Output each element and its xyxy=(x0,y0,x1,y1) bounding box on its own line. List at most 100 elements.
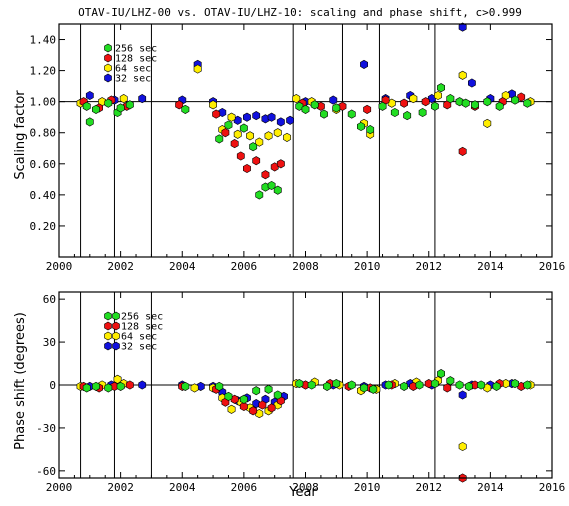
scaling-point-128-sec xyxy=(517,92,526,102)
scaling-point-64-sec xyxy=(409,94,418,104)
phase-point-256-sec xyxy=(224,391,233,401)
scaling-point-256-sec xyxy=(82,101,91,111)
scaling-legend-label-128-sec: 128 sec xyxy=(115,54,157,65)
scaling-point-256-sec xyxy=(320,109,328,119)
scaling-point-128-sec xyxy=(243,163,251,174)
scaling-legend-label-256-sec: 256 sec xyxy=(115,44,157,55)
phase-point-256-sec xyxy=(437,369,446,379)
scaling-point-256-sec xyxy=(125,100,134,110)
scaling-point-256-sec xyxy=(104,98,113,108)
phase-legend-marker2-32-sec xyxy=(112,341,120,351)
phase-point-128-sec xyxy=(249,406,258,416)
phase-legend-marker2-256-sec xyxy=(112,311,120,321)
phase-legend-marker-256-sec xyxy=(104,311,112,321)
scaling-point-32-sec xyxy=(218,107,227,118)
scaling-y-axis-label: Scaling factor xyxy=(13,90,28,180)
phase-point-32-sec xyxy=(252,399,261,409)
phase-point-128-sec xyxy=(443,383,452,393)
phase-y-tick-label: -60 xyxy=(36,465,56,478)
scaling-point-256-sec xyxy=(181,104,190,114)
scaling-point-256-sec xyxy=(437,83,446,93)
phase-y-axis-label: Phase shift (degrees) xyxy=(13,312,28,450)
phase-point-256-sec xyxy=(400,381,409,391)
scaling-point-32-sec xyxy=(267,112,276,122)
scaling-x-tick-label: 2000 xyxy=(46,260,73,273)
scaling-point-32-sec xyxy=(360,59,369,69)
phase-point-256-sec xyxy=(295,379,304,389)
scaling-y-tick-label: 1.00 xyxy=(30,96,57,109)
phase-panel: Phase shift (degrees) Year 2000 2002 2004 2… xyxy=(13,291,565,500)
scaling-point-64-sec xyxy=(273,128,282,138)
phase-point-256-sec xyxy=(252,386,261,396)
phase-point-128-sec xyxy=(258,400,267,410)
scaling-x-tick-label: 2010 xyxy=(354,260,381,273)
scaling-point-32-sec xyxy=(329,95,338,105)
scaling-point-128-sec xyxy=(261,170,270,180)
phase-x-tick-label: 2002 xyxy=(107,481,134,494)
scaling-point-256-sec xyxy=(273,185,282,195)
scaling-point-32-sec xyxy=(467,78,476,88)
scaling-point-128-sec xyxy=(236,151,245,161)
scaling-point-64-sec xyxy=(458,70,467,80)
scaling-panel: Scaling factor 2000 2002 2004 2006 2008 2010 2… xyxy=(13,22,566,273)
scaling-y-tick-label: 0.40 xyxy=(30,189,57,202)
phase-point-256-sec xyxy=(430,379,439,389)
scaling-point-32-sec xyxy=(85,90,94,101)
phase-legend-label-32-sec: 32 sec xyxy=(121,342,157,353)
scaling-point-256-sec xyxy=(295,101,304,111)
scaling-x-tick-label: 2016 xyxy=(539,260,566,273)
scaling-point-256-sec xyxy=(255,190,264,200)
scaling-point-64-sec xyxy=(483,118,492,128)
phase-legend-label-256-sec: 256 sec xyxy=(121,312,163,323)
phase-point-256-sec xyxy=(511,379,520,389)
phase-x-tick-label: 2006 xyxy=(231,481,258,494)
scaling-point-128-sec xyxy=(421,97,430,107)
phase-x-tick-label: 2010 xyxy=(354,481,381,494)
phase-point-256-sec xyxy=(82,383,91,393)
scaling-point-256-sec xyxy=(366,125,375,135)
scaling-point-128-sec xyxy=(221,128,230,138)
scaling-point-256-sec xyxy=(461,98,470,108)
phase-legend-marker-128-sec xyxy=(104,321,112,331)
phase-point-256-sec xyxy=(116,381,125,391)
scaling-point-64-sec xyxy=(255,137,264,147)
phase-point-256-sec xyxy=(181,381,190,391)
scaling-x-tick-label: 2008 xyxy=(292,260,319,273)
phase-point-64-sec xyxy=(458,441,467,452)
scaling-y-tick-label: 0.80 xyxy=(30,127,57,140)
scaling-point-256-sec xyxy=(495,101,504,111)
scaling-point-64-sec xyxy=(193,64,202,74)
phase-point-256-sec xyxy=(477,380,486,390)
phase-point-256-sec xyxy=(332,379,341,389)
scaling-point-256-sec xyxy=(301,104,310,114)
scaling-point-128-sec xyxy=(230,139,239,149)
scaling-point-128-sec xyxy=(175,100,184,110)
scaling-x-tick-label: 2014 xyxy=(477,260,504,273)
phase-point-256-sec xyxy=(273,390,282,400)
chart-title: OTAV-IU/LHZ-00 vs. OTAV-IU/LHZ-10: scali… xyxy=(78,6,522,19)
phase-point-64-sec xyxy=(113,374,122,384)
scaling-point-256-sec xyxy=(92,104,100,114)
scaling-point-256-sec xyxy=(347,109,356,119)
scaling-point-256-sec xyxy=(418,107,427,118)
scaling-point-256-sec xyxy=(403,111,412,121)
scaling-point-128-sec xyxy=(212,109,221,119)
phase-x-axis-label: Year xyxy=(288,485,317,500)
phase-point-256-sec xyxy=(415,380,424,390)
scaling-point-64-sec xyxy=(283,132,291,142)
phase-x-tick-label: 2012 xyxy=(416,481,443,494)
phase-legend-label-128-sec: 128 sec xyxy=(121,322,163,333)
phase-point-256-sec xyxy=(464,381,473,391)
phase-point-256-sec xyxy=(264,384,273,394)
scaling-point-128-sec xyxy=(276,159,285,169)
scaling-x-tick-label: 2002 xyxy=(107,260,134,273)
scaling-point-64-sec xyxy=(292,94,301,104)
scaling-point-32-sec xyxy=(458,22,467,32)
scaling-point-64-sec xyxy=(209,100,217,110)
scaling-legend-label-32-sec: 32 sec xyxy=(115,74,151,85)
scaling-point-32-sec xyxy=(276,117,285,127)
scaling-point-32-sec xyxy=(243,112,251,122)
phase-point-256-sec xyxy=(360,383,369,393)
phase-x-tick-label: 2014 xyxy=(477,481,504,494)
phase-x-tick-label: 2004 xyxy=(169,481,196,494)
